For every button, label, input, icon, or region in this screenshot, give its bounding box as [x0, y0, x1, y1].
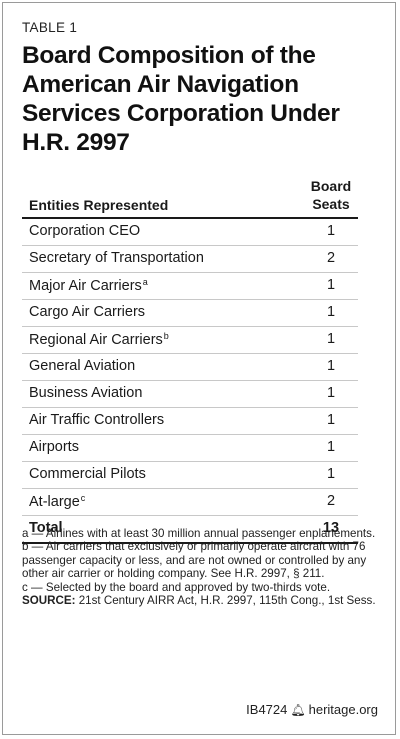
- total-label: Total: [29, 520, 63, 536]
- header-seats-label: Seats: [312, 196, 350, 212]
- row-entity-name: At-largec: [29, 493, 85, 510]
- footnote-marker: c: [80, 493, 86, 503]
- row-entity-text: Regional Air Carriers: [29, 332, 163, 348]
- header-entities: Entities Represented: [29, 197, 169, 213]
- footer-code: IB4724: [246, 702, 288, 717]
- footnote-marker: b: [163, 331, 169, 341]
- table-header: Entities Represented Board Seats: [22, 177, 358, 219]
- row-seats: 2: [326, 250, 336, 266]
- table-label: TABLE 1: [22, 20, 78, 35]
- header-board-label: Board: [310, 178, 352, 194]
- row-entity-name: Commercial Pilots: [29, 466, 146, 482]
- bell-icon: 🔔︎: [290, 703, 306, 717]
- row-entity-text: Commercial Pilots: [29, 466, 146, 482]
- table-row: Airports 1: [22, 435, 358, 462]
- footnote-a: a — Airlines with at least 30 million an…: [22, 527, 376, 540]
- row-entity-name: General Aviation: [29, 358, 135, 374]
- table-row: Regional Air Carriersb 1: [22, 327, 358, 354]
- header-board-seats: Board Seats: [306, 177, 356, 213]
- footer-site: heritage.org: [308, 702, 378, 717]
- row-entity-name: Regional Air Carriersb: [29, 331, 169, 348]
- row-entity-text: Cargo Air Carriers: [29, 304, 146, 320]
- row-seats: 1: [326, 223, 336, 239]
- source-note: SOURCE: 21st Century AIRR Act, H.R. 2997…: [22, 594, 382, 607]
- row-entity-text: Corporation CEO: [29, 223, 141, 239]
- row-seats: 1: [326, 466, 336, 482]
- row-entity-name: Business Aviation: [29, 385, 142, 401]
- row-seats: 1: [326, 358, 336, 374]
- row-entity-name: Airports: [29, 439, 79, 455]
- row-entity-name: Corporation CEO: [29, 223, 140, 239]
- table-row: Business Aviation 1: [22, 381, 358, 408]
- table-frame: [2, 2, 396, 735]
- row-seats: 1: [326, 439, 336, 455]
- row-seats: 1: [326, 277, 336, 293]
- row-entity-name: Secretary of Transportation: [29, 250, 204, 266]
- source-label: SOURCE:: [22, 594, 76, 608]
- row-seats: 1: [326, 385, 336, 401]
- table-row: General Aviation 1: [22, 354, 358, 381]
- row-entity-text: General Aviation: [29, 358, 136, 374]
- row-entity-text: Major Air Carriers: [29, 278, 142, 294]
- row-entity-text: Air Traffic Controllers: [29, 412, 165, 428]
- row-seats: 1: [326, 412, 336, 428]
- table-row-total: Total 13: [22, 516, 358, 544]
- source-text: 21st Century AIRR Act, H.R. 2997, 115th …: [75, 594, 376, 608]
- row-entity-name: Major Air Carriersa: [29, 277, 148, 294]
- row-entity-text: Business Aviation: [29, 385, 143, 401]
- table-row: Air Traffic Controllers 1: [22, 408, 358, 435]
- row-seats: 1: [326, 331, 336, 347]
- table-row: Commercial Pilots 1: [22, 462, 358, 489]
- footnotes: a — Airlines with at least 30 million an…: [22, 527, 382, 607]
- row-entity-text: Airports: [29, 439, 79, 455]
- total-seats: 13: [322, 520, 340, 536]
- table-row: Major Air Carriersa 1: [22, 273, 358, 300]
- table-title: Board Composition of the American Air Na…: [22, 42, 340, 156]
- table-row: Corporation CEO 1: [22, 219, 358, 246]
- table-row: Cargo Air Carriers 1: [22, 300, 358, 327]
- board-table: Entities Represented Board Seats Corpora…: [22, 177, 358, 544]
- footnote-b: b — Air carriers that exclusively or pri…: [22, 540, 367, 581]
- table-row: At-largec 2: [22, 489, 358, 516]
- row-seats: 2: [326, 493, 336, 509]
- footer: IB4724 🔔︎ heritage.org: [246, 702, 378, 717]
- row-entity-text: Secretary of Transportation: [29, 250, 204, 266]
- table-body: Corporation CEO 1 Secretary of Transportat…: [22, 219, 358, 516]
- row-entity-name: Cargo Air Carriers: [29, 304, 145, 320]
- footnote-c: c — Selected by the board and approved b…: [22, 580, 331, 594]
- footnote-marker: a: [142, 277, 148, 287]
- row-entity-text: At-large: [29, 494, 80, 510]
- table-row: Secretary of Transportation 2: [22, 246, 358, 273]
- row-entity-name: Air Traffic Controllers: [29, 412, 164, 428]
- row-seats: 1: [326, 304, 336, 320]
